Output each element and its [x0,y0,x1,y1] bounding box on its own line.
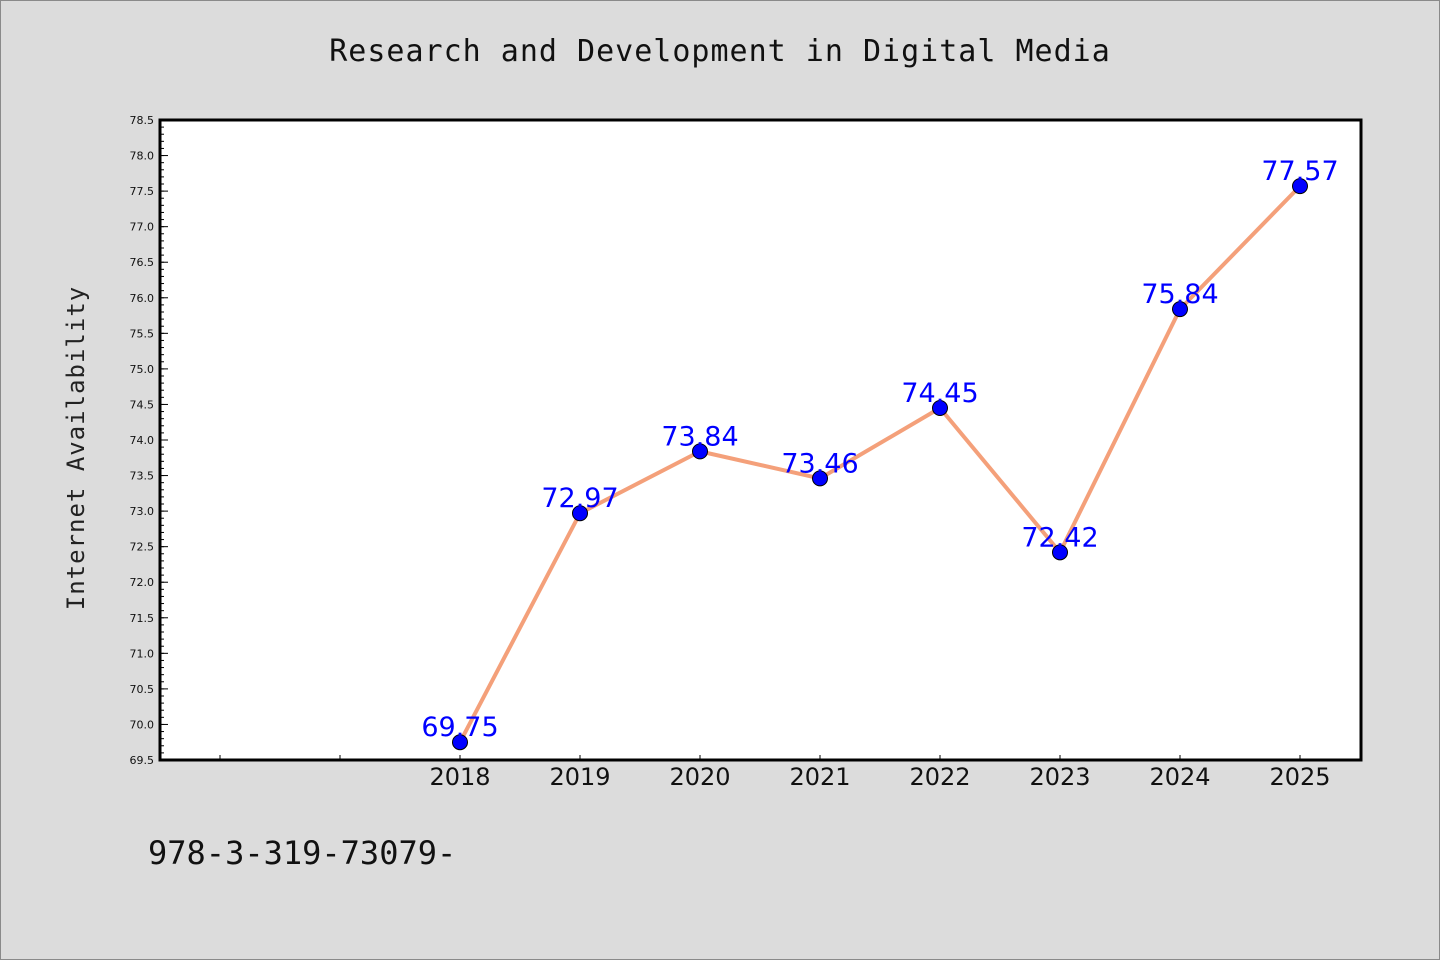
x-tick-label: 2022 [909,763,970,791]
y-tick-label: 71.0 [130,647,155,660]
series-data-labels: 69.75 72.97 73.84 73.46 74.45 72.42 75.84 77.57 [421,156,1338,743]
data-point [812,470,828,487]
x-tick-label: 2019 [549,763,610,791]
y-tick-label: 73.0 [130,505,155,518]
data-label: 73.46 [781,448,858,479]
x-tick-label: 2025 [1269,763,1330,791]
x-tick-label: 2020 [669,763,730,791]
series-line-segment [698,449,822,481]
x-tick-label: 2018 [429,763,490,791]
series-lines [458,184,1302,745]
data-label: 74.45 [901,378,978,409]
y-tick-label: 74.0 [130,434,155,447]
data-point [1292,178,1308,195]
x-tick-label: 2021 [789,763,850,791]
chart-title: Research and Development in Digital Medi… [329,34,1111,69]
y-tick-label: 72.0 [130,576,155,589]
x-axis-ticks: 2018 2019 2020 2021 2022 2023 2024 2025 [219,755,1331,791]
series-line-segment [1178,184,1302,312]
data-label: 77.57 [1261,156,1338,187]
y-tick-label: 78.0 [130,150,155,163]
y-tick-label: 78.5 [130,114,155,127]
data-point [932,400,948,416]
data-point [692,443,708,460]
y-tick-label: 71.5 [130,612,155,625]
series-markers [452,178,1308,751]
y-tick-label: 76.5 [130,256,155,269]
series-line-segment [578,449,702,516]
data-label: 75.84 [1141,279,1218,310]
plot-area [158,118,1363,762]
data-label: 72.42 [1021,522,1098,553]
y-tick-label: 77.0 [130,221,155,234]
series-line-segment [1058,307,1182,555]
data-label: 73.84 [661,421,738,452]
data-point [1172,301,1188,318]
y-tick-label: 72.5 [130,541,155,554]
y-axis-ticks: 69.5 70.0 70.5 71.0 71.5 72.0 72.5 73.0 73.5 74.0… [130,114,168,767]
data-point [452,734,468,751]
y-tick-label: 77.5 [130,185,155,198]
x-tick-label: 2023 [1029,763,1090,791]
series-line-segment [818,406,942,481]
series-line-segment [938,406,1062,555]
data-label: 69.75 [421,712,498,743]
series-line-segment [458,511,582,745]
x-tick-label: 2024 [1149,763,1210,791]
y-tick-label: 69.5 [130,754,155,767]
data-point [1052,544,1068,561]
y-tick-label: 74.5 [130,398,155,411]
y-tick-label: 70.5 [130,683,155,696]
y-tick-label: 73.5 [130,470,155,483]
y-tick-label: 75.0 [130,363,155,376]
y-tick-label: 70.0 [130,718,155,731]
footer-code: 978-3-319-73079- [148,834,457,872]
y-tick-label: 75.5 [130,327,155,340]
data-label: 72.97 [541,483,618,514]
data-point [572,505,588,522]
y-tick-label: 76.0 [130,292,155,305]
